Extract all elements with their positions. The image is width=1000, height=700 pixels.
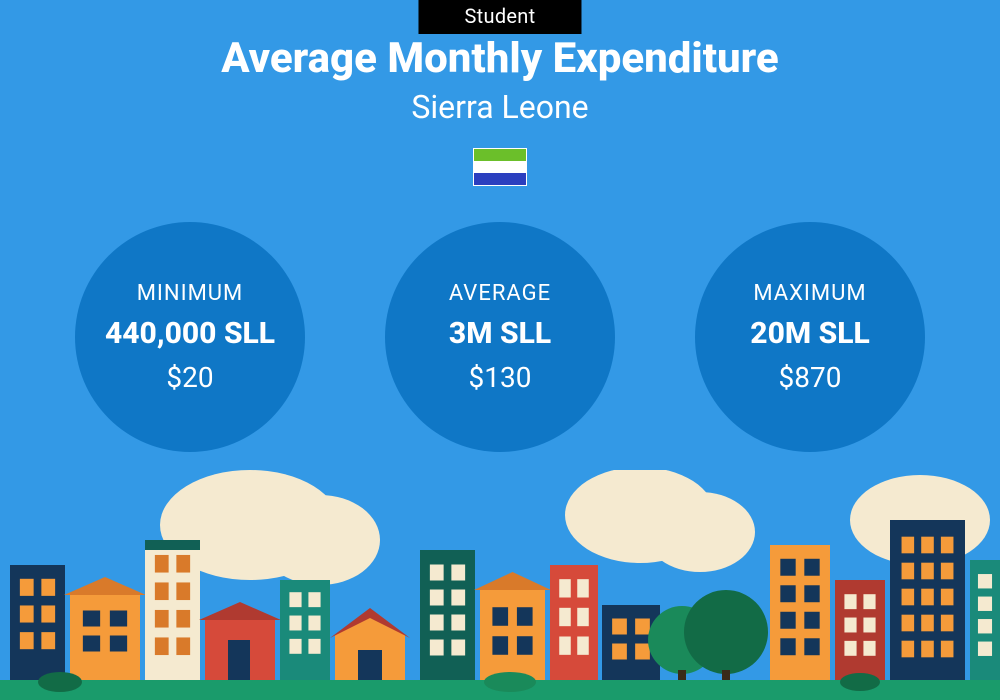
stat-value: 440,000 SLL (105, 316, 275, 351)
country-flag-icon (473, 148, 527, 186)
infographic-card: Student Average Monthly Expenditure Sier… (0, 0, 1000, 700)
stat-circle-minimum: MINIMUM 440,000 SLL $20 (75, 222, 305, 452)
page-subtitle: Sierra Leone (0, 88, 1000, 126)
flag-stripe-top (474, 149, 526, 161)
city-illustration (0, 470, 1000, 700)
category-badge-label: Student (464, 4, 535, 28)
stat-circle-maximum: MAXIMUM 20M SLL $870 (695, 222, 925, 452)
flag-stripe-mid (474, 161, 526, 173)
category-badge: Student (418, 0, 581, 34)
stat-circles: MINIMUM 440,000 SLL $20 AVERAGE 3M SLL $… (0, 222, 1000, 452)
stat-subval: $20 (166, 361, 213, 394)
flag-stripe-bot (474, 173, 526, 185)
stat-subval: $130 (469, 361, 532, 394)
stat-value: 3M SLL (449, 316, 551, 351)
stat-label: MAXIMUM (753, 281, 866, 306)
page-title: Average Monthly Expenditure (0, 34, 1000, 83)
stat-circle-average: AVERAGE 3M SLL $130 (385, 222, 615, 452)
stat-value: 20M SLL (750, 316, 869, 351)
stat-label: MINIMUM (137, 281, 244, 306)
stat-label: AVERAGE (449, 281, 551, 306)
stat-subval: $870 (779, 361, 842, 394)
